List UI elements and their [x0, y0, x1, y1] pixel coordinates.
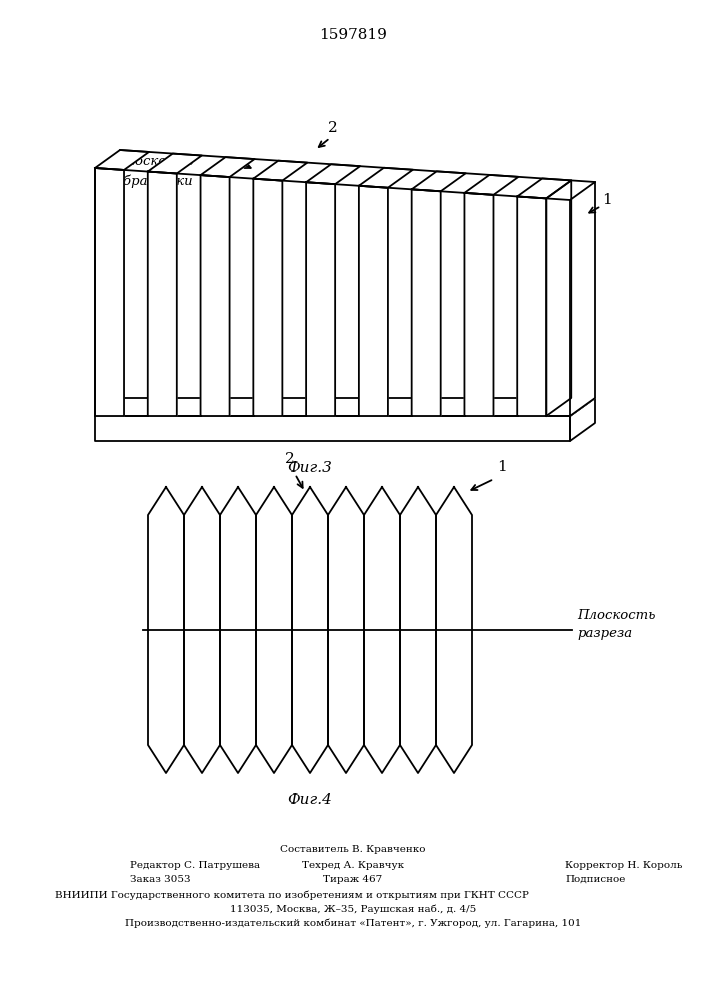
Text: 1: 1	[497, 460, 507, 474]
Text: Плоскость: Плоскость	[577, 609, 655, 622]
Polygon shape	[253, 179, 282, 416]
Polygon shape	[400, 487, 436, 773]
Text: Корректор Н. Король: Корректор Н. Король	[565, 861, 682, 870]
Text: Заказ 3053: Заказ 3053	[130, 875, 191, 884]
Text: Производственно-издательский комбинат «Патент», г. Ужгород, ул. Гагарина, 101: Производственно-издательский комбинат «П…	[125, 919, 581, 928]
Text: Составитель В. Кравченко: Составитель В. Кравченко	[280, 845, 426, 854]
Polygon shape	[518, 196, 547, 416]
Polygon shape	[201, 175, 230, 416]
Polygon shape	[253, 161, 308, 181]
Polygon shape	[148, 154, 201, 174]
Polygon shape	[95, 416, 570, 441]
Polygon shape	[201, 157, 255, 177]
Text: Фиг.3: Фиг.3	[288, 461, 332, 475]
Text: 1: 1	[602, 193, 612, 207]
Polygon shape	[464, 175, 518, 195]
Polygon shape	[547, 180, 571, 416]
Polygon shape	[292, 487, 328, 773]
Text: разреза: разреза	[577, 627, 632, 640]
Polygon shape	[306, 182, 335, 416]
Polygon shape	[518, 178, 571, 198]
Text: Техред А. Кравчук: Техред А. Кравчук	[302, 861, 404, 870]
Polygon shape	[148, 487, 184, 773]
Text: 113035, Москва, Ж–35, Раушская наб., д. 4/5: 113035, Москва, Ж–35, Раушская наб., д. …	[230, 905, 476, 914]
Text: Редактор С. Патрушева: Редактор С. Патрушева	[130, 861, 260, 870]
Polygon shape	[95, 168, 124, 416]
Polygon shape	[184, 487, 220, 773]
Text: обработки: обработки	[115, 175, 192, 188]
Polygon shape	[359, 168, 413, 188]
Polygon shape	[256, 487, 292, 773]
Text: Подписное: Подписное	[565, 875, 626, 884]
Polygon shape	[220, 487, 256, 773]
Polygon shape	[306, 164, 360, 184]
Text: 1597819: 1597819	[319, 28, 387, 42]
Polygon shape	[359, 186, 388, 416]
Polygon shape	[464, 193, 493, 416]
Polygon shape	[148, 172, 177, 416]
Polygon shape	[570, 182, 595, 416]
Text: ВНИИПИ Государственного комитета по изобретениям и открытиям при ГКНТ СССР: ВНИИПИ Государственного комитета по изоб…	[55, 891, 529, 900]
Text: Фиг.4: Фиг.4	[288, 793, 332, 807]
Polygon shape	[95, 150, 149, 170]
Polygon shape	[95, 398, 595, 416]
Polygon shape	[570, 398, 595, 441]
Polygon shape	[436, 487, 472, 773]
Text: Плоскость: Плоскость	[115, 155, 194, 168]
Text: 2: 2	[285, 452, 295, 466]
Polygon shape	[328, 487, 364, 773]
Polygon shape	[411, 189, 440, 416]
Text: Тираж 467: Тираж 467	[323, 875, 382, 884]
Text: 2: 2	[328, 121, 338, 135]
Polygon shape	[364, 487, 400, 773]
Polygon shape	[411, 171, 466, 191]
